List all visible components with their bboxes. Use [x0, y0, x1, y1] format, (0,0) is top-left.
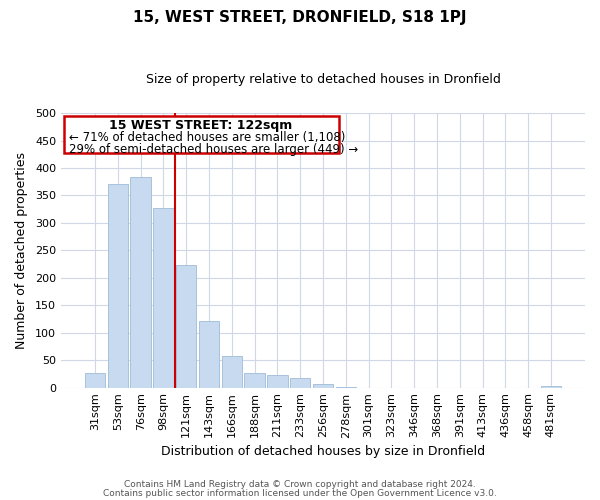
- FancyBboxPatch shape: [64, 116, 338, 153]
- X-axis label: Distribution of detached houses by size in Dronfield: Distribution of detached houses by size …: [161, 444, 485, 458]
- Title: Size of property relative to detached houses in Dronfield: Size of property relative to detached ho…: [146, 72, 500, 86]
- Text: Contains HM Land Registry data © Crown copyright and database right 2024.: Contains HM Land Registry data © Crown c…: [124, 480, 476, 489]
- Bar: [107, 184, 128, 388]
- Bar: [199, 321, 219, 388]
- Y-axis label: Number of detached properties: Number of detached properties: [15, 152, 28, 349]
- Text: 15, WEST STREET, DRONFIELD, S18 1PJ: 15, WEST STREET, DRONFIELD, S18 1PJ: [133, 10, 467, 25]
- Bar: [130, 178, 151, 388]
- Text: ← 71% of detached houses are smaller (1,108): ← 71% of detached houses are smaller (1,…: [69, 131, 345, 144]
- Bar: [313, 384, 333, 388]
- Bar: [267, 375, 287, 388]
- Bar: [85, 374, 105, 388]
- Bar: [290, 378, 310, 388]
- Bar: [244, 374, 265, 388]
- Bar: [335, 387, 356, 388]
- Bar: [221, 356, 242, 388]
- Text: 29% of semi-detached houses are larger (449) →: 29% of semi-detached houses are larger (…: [69, 144, 358, 156]
- Bar: [153, 208, 173, 388]
- Bar: [541, 386, 561, 388]
- Text: Contains public sector information licensed under the Open Government Licence v3: Contains public sector information licen…: [103, 488, 497, 498]
- Text: 15 WEST STREET: 122sqm: 15 WEST STREET: 122sqm: [109, 118, 293, 132]
- Bar: [176, 264, 196, 388]
